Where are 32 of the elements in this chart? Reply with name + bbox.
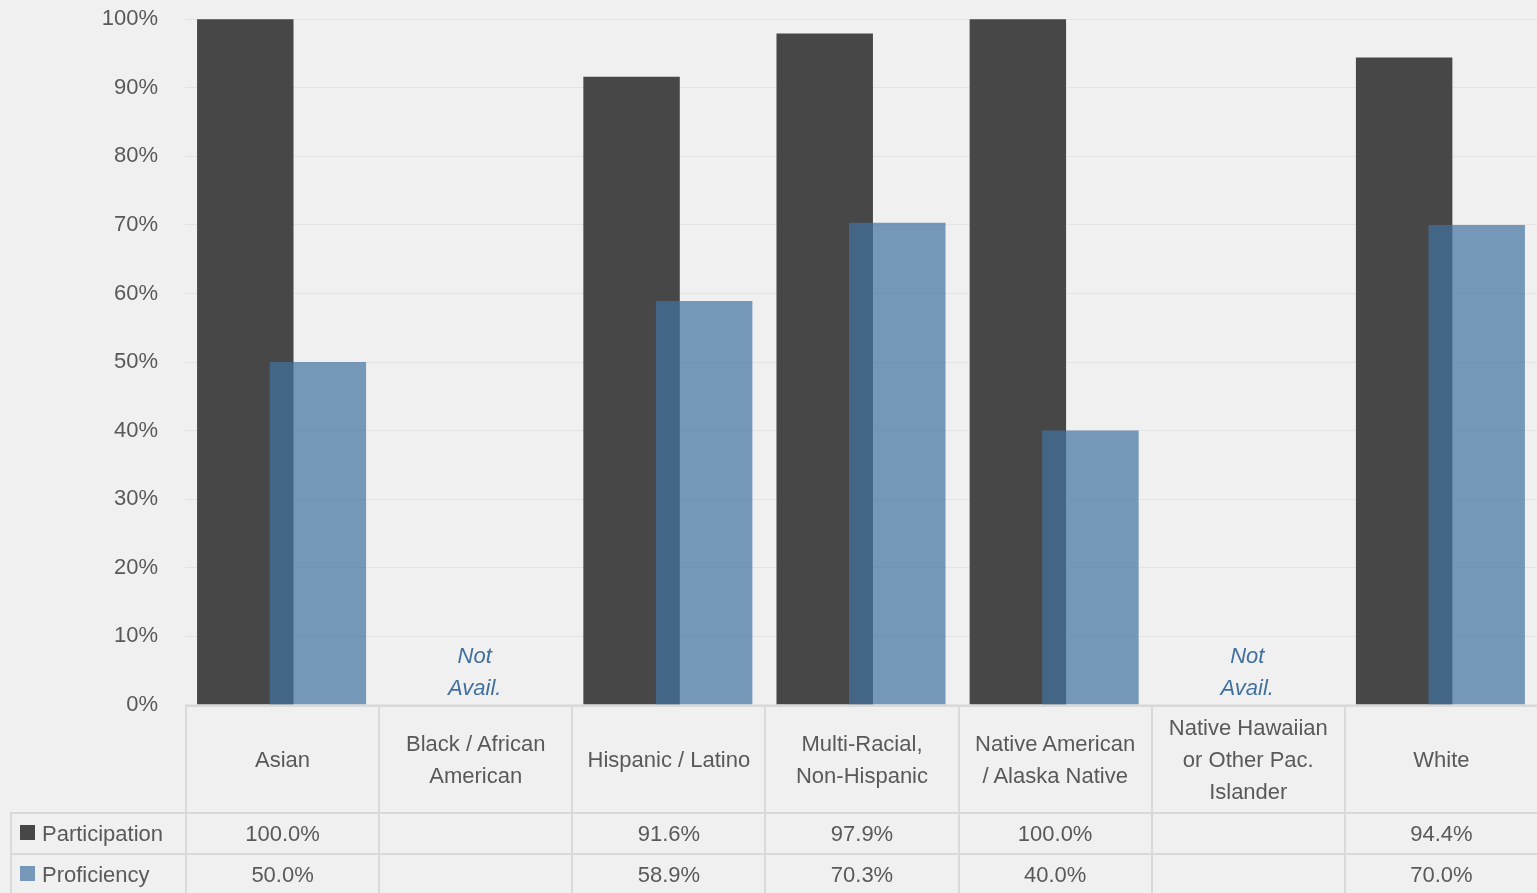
y-tick-label: 0% (126, 690, 158, 716)
data-label: 70.3% (830, 861, 894, 887)
y-tick-label: 10% (113, 622, 158, 648)
annotation: Not Avail. (446, 642, 502, 700)
x-tick-label: Black / African American (379, 706, 573, 813)
legend-label: Participation (42, 820, 164, 846)
y-tick-label: 90% (113, 73, 158, 99)
data-label: 50.0% (251, 861, 314, 887)
y-tick-label: 40% (113, 416, 158, 442)
y-tick-label: 100% (101, 5, 158, 31)
data-label: 97.9% (830, 820, 894, 846)
data-label: 100.0% (1017, 820, 1093, 846)
y-tick-label: 20% (113, 553, 158, 579)
y-tick-label: 70% (113, 210, 158, 236)
x-tick-label: Native American / Alaska Native (958, 706, 1152, 813)
legend-label: Proficiency (42, 861, 150, 887)
y-tick-label: 80% (113, 142, 158, 168)
x-tick-label: Asian (186, 706, 380, 813)
data-label: 58.9% (637, 861, 701, 887)
x-tick-label: White (1344, 706, 1537, 813)
data-label: 94.4% (1410, 820, 1473, 846)
data-label: 91.6% (637, 820, 701, 846)
y-tick-label: 30% (113, 484, 158, 510)
x-tick-label: Hispanic / Latino (572, 706, 766, 813)
data-label: 70.0% (1410, 861, 1473, 887)
y-tick-label: 60% (113, 279, 158, 305)
x-tick-label: Multi-Racial, Non-Hispanic (765, 706, 959, 813)
x-tick-label: Native Hawaiian or Other Pac. Islander (1151, 706, 1345, 813)
data-label: 100.0% (245, 820, 320, 846)
data-label: 40.0% (1023, 861, 1087, 887)
annotation: Not Avail. (1218, 642, 1274, 700)
y-tick-label: 50% (113, 347, 158, 373)
